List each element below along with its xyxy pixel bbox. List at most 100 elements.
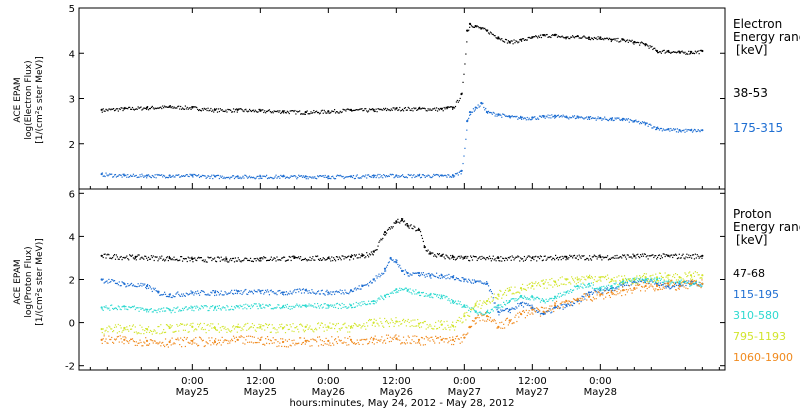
- data-point: [298, 291, 300, 293]
- data-point: [280, 112, 282, 115]
- data-point: [224, 339, 226, 341]
- data-point: [572, 116, 575, 118]
- data-point: [351, 110, 353, 112]
- data-point: [346, 327, 348, 329]
- data-point: [243, 304, 245, 306]
- data-point: [657, 52, 659, 54]
- data-point: [367, 174, 369, 176]
- data-point: [650, 124, 652, 126]
- data-point: [683, 129, 685, 131]
- data-point: [428, 295, 430, 297]
- data-point: [660, 127, 662, 130]
- data-point: [190, 305, 192, 307]
- data-point: [343, 177, 345, 180]
- data-point: [694, 129, 696, 131]
- data-point: [568, 292, 570, 294]
- data-point: [617, 37, 619, 40]
- data-point: [368, 341, 371, 343]
- data-point: [192, 291, 194, 294]
- data-point: [279, 342, 281, 344]
- data-point: [102, 278, 104, 280]
- data-point: [435, 321, 437, 324]
- data-point: [246, 110, 248, 112]
- data-point: [369, 176, 372, 178]
- data-point: [506, 115, 509, 118]
- data-point: [267, 305, 270, 307]
- data-point: [340, 293, 342, 295]
- data-point: [436, 107, 438, 109]
- data-point: [317, 290, 320, 292]
- data-point: [580, 299, 582, 301]
- data-point: [264, 291, 266, 294]
- data-point: [252, 260, 254, 263]
- data-point: [397, 176, 399, 178]
- data-point: [555, 297, 558, 299]
- data-point: [224, 260, 226, 262]
- data-point: [166, 256, 169, 258]
- data-point: [282, 175, 284, 177]
- data-point: [261, 336, 263, 338]
- data-point: [514, 286, 516, 288]
- data-point: [481, 282, 483, 284]
- data-point: [193, 310, 195, 312]
- data-point: [254, 109, 256, 111]
- data-point: [487, 256, 489, 259]
- data-point: [566, 36, 568, 38]
- data-point: [102, 175, 104, 177]
- data-point: [492, 320, 494, 322]
- data-point: [279, 289, 281, 292]
- data-point: [208, 329, 210, 332]
- data-point: [364, 257, 366, 259]
- data-point: [504, 257, 507, 259]
- data-point: [134, 255, 137, 258]
- data-point: [609, 287, 611, 290]
- data-point: [272, 327, 274, 329]
- data-point: [214, 308, 216, 310]
- data-point: [506, 42, 509, 44]
- data-point: [388, 341, 390, 343]
- data-point: [640, 42, 642, 44]
- data-point: [577, 300, 579, 302]
- data-point: [290, 259, 292, 262]
- data-point: [241, 109, 243, 111]
- data-point: [419, 274, 422, 276]
- data-point: [438, 275, 441, 277]
- data-point: [274, 328, 276, 330]
- data-point: [314, 328, 316, 331]
- data-point: [497, 256, 500, 260]
- data-point: [497, 38, 499, 40]
- data-point: [201, 305, 203, 308]
- data-point: [130, 338, 132, 340]
- data-point: [484, 109, 486, 111]
- data-point: [453, 301, 456, 303]
- data-point: [431, 176, 433, 179]
- data-point: [171, 296, 173, 299]
- data-point: [314, 303, 316, 305]
- data-point: [253, 336, 255, 338]
- data-point: [472, 26, 475, 28]
- data-point: [521, 258, 523, 260]
- data-point: [504, 327, 506, 329]
- data-point: [113, 174, 116, 176]
- data-point: [177, 291, 179, 293]
- data-point: [143, 284, 145, 286]
- data-point: [464, 256, 466, 258]
- data-point: [203, 175, 205, 177]
- data-point: [432, 108, 434, 110]
- data-point: [130, 328, 132, 330]
- x-tick-time: 12:00: [518, 376, 547, 387]
- data-point: [567, 258, 569, 260]
- data-point: [666, 275, 668, 277]
- data-point: [287, 111, 289, 113]
- data-point: [466, 280, 468, 282]
- data-point: [578, 303, 580, 305]
- data-point: [432, 297, 434, 299]
- data-point: [464, 147, 466, 149]
- data-point: [373, 176, 375, 178]
- data-point: [668, 284, 670, 287]
- data-point: [249, 326, 252, 328]
- data-point: [478, 106, 480, 108]
- data-point: [662, 128, 664, 130]
- data-point: [578, 300, 580, 302]
- data-point: [226, 111, 228, 113]
